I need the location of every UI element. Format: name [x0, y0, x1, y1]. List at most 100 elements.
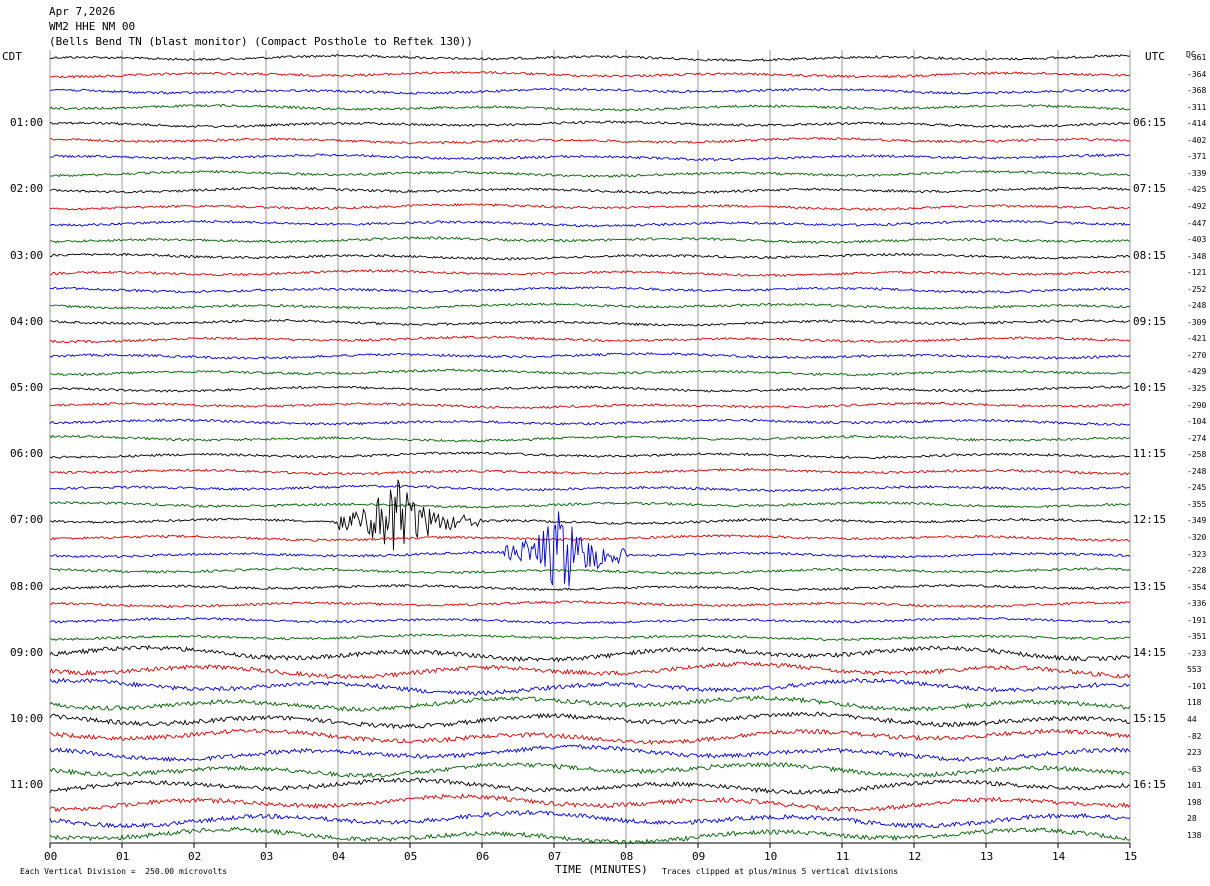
trace-24 [49, 451, 1131, 460]
dc-offset-label: -364 [1187, 69, 1207, 79]
dc-offset-label: -311 [1187, 102, 1207, 112]
x-tick-label: 14 [1052, 850, 1066, 863]
trace-46 [49, 810, 1131, 829]
x-tick-label: 06 [476, 850, 490, 863]
trace-29 [49, 534, 1131, 543]
right-hour-label: 08:15 [1133, 248, 1167, 262]
dc-offset-label: -429 [1187, 367, 1207, 377]
trace-20 [49, 385, 1131, 393]
dc-offset-label: -336 [1187, 599, 1207, 609]
dc-offset-label: -354 [1187, 582, 1207, 592]
trace-32 [49, 583, 1131, 592]
dc-offset-label: 118 [1187, 698, 1202, 708]
trace-6 [49, 153, 1131, 162]
left-hour-label: 08:00 [10, 579, 44, 593]
left-hour-label: 05:00 [10, 381, 44, 394]
dc-offset-label: -355 [1187, 499, 1207, 509]
trace-11 [50, 236, 1131, 244]
trace-28 [49, 479, 1131, 551]
x-tick-label: 01 [116, 850, 130, 863]
left-hour-label: 01:00 [10, 116, 44, 130]
left-hour-label: 03:00 [10, 248, 44, 262]
trace-17 [49, 335, 1131, 344]
dc-offset-label: -425 [1187, 185, 1207, 195]
trace-36 [49, 644, 1131, 663]
trace-23 [49, 434, 1131, 443]
dc-offset-label: -82 [1187, 731, 1202, 741]
trace-25 [49, 467, 1131, 476]
left-hour-label: 06:00 [10, 447, 44, 461]
right-hour-label: 07:15 [1133, 182, 1167, 196]
trace-10 [49, 219, 1131, 228]
dc-offset-label: -349 [1187, 516, 1207, 526]
dc-offset-label: -403 [1187, 235, 1207, 245]
right-hour-label: 09:15 [1133, 314, 1167, 328]
right-hour-label: 12:15 [1133, 513, 1167, 527]
dc-offset-label: -421 [1187, 334, 1207, 344]
left-hour-label: 11:00 [10, 778, 44, 792]
trace-2 [49, 87, 1131, 95]
dc-offset-label: -274 [1187, 433, 1207, 443]
left-hour-label: 04:00 [10, 314, 44, 328]
dc-offset-label: -258 [1187, 450, 1207, 460]
dc-offset-label: -368 [1187, 86, 1207, 96]
dc-offset-label: 223 [1187, 748, 1202, 758]
x-tick-label: 03 [260, 850, 274, 863]
left-zone-label: CDT [2, 50, 22, 63]
dc-offset-label: -290 [1187, 400, 1207, 410]
x-tick-label: 12 [908, 850, 922, 863]
right-hour-label: 16:15 [1133, 778, 1167, 792]
dc-offset-label: -233 [1187, 648, 1207, 658]
dc-offset-label: -252 [1187, 284, 1207, 294]
dc-offset-label: -245 [1187, 483, 1207, 493]
dc-offset-label: 553 [1187, 665, 1202, 675]
right-hour-label: 10:15 [1133, 381, 1167, 394]
trace-26 [49, 484, 1131, 493]
trace-22 [49, 418, 1131, 426]
trace-15 [49, 302, 1131, 310]
dc-offset-label: -323 [1187, 549, 1207, 559]
dc-offset-label: -371 [1187, 152, 1207, 162]
dc-offset-label: -447 [1187, 218, 1207, 228]
trace-7 [49, 169, 1131, 178]
dc-offset-label: 101 [1187, 781, 1202, 791]
header-date: Apr 7,2026 [49, 5, 116, 18]
trace-42 [49, 744, 1131, 763]
trace-47 [49, 826, 1131, 845]
dc-offset-label: -248 [1187, 301, 1207, 311]
dc-offset-label: 198 [1187, 797, 1202, 807]
dc-offset-label: -104 [1187, 417, 1207, 427]
x-tick-label: 09 [692, 850, 706, 863]
trace-41 [49, 728, 1131, 746]
trace-14 [49, 285, 1131, 294]
dc-offset-label: -191 [1187, 615, 1207, 625]
dc-label: DC [1186, 50, 1196, 59]
left-hour-label: 10:00 [10, 712, 44, 725]
trace-45 [49, 793, 1131, 813]
right-hour-label: 13:15 [1133, 579, 1167, 593]
trace-21 [49, 401, 1131, 410]
x-tick-label: 13 [980, 850, 994, 863]
x-tick-label: 07 [548, 850, 562, 863]
right-hour-label: 06:15 [1133, 116, 1167, 130]
dc-offset-label: -492 [1187, 201, 1207, 211]
footer-clip-note: Traces clipped at plus/minus 5 vertical … [662, 867, 899, 876]
dc-offset-label: -320 [1187, 532, 1207, 542]
trace-43 [49, 761, 1131, 779]
x-tick-label: 05 [404, 850, 418, 863]
trace-33 [49, 600, 1131, 609]
dc-offset-label: -63 [1187, 764, 1202, 774]
trace-38 [49, 677, 1131, 696]
left-hour-label: 09:00 [10, 645, 44, 659]
trace-40 [49, 711, 1131, 730]
x-tick-label: 10 [764, 850, 778, 863]
trace-12 [49, 252, 1131, 261]
right-zone-label: UTC [1145, 50, 1165, 63]
x-tick-label: 08 [620, 850, 634, 863]
footer-scale-note: Each Vertical Division = 250.00 microvol… [20, 867, 228, 876]
x-axis-title: TIME (MINUTES) [555, 863, 648, 876]
dc-offset-label: 28 [1187, 814, 1197, 824]
x-tick-label: 00 [44, 850, 58, 863]
right-hour-label: 15:15 [1133, 712, 1167, 725]
